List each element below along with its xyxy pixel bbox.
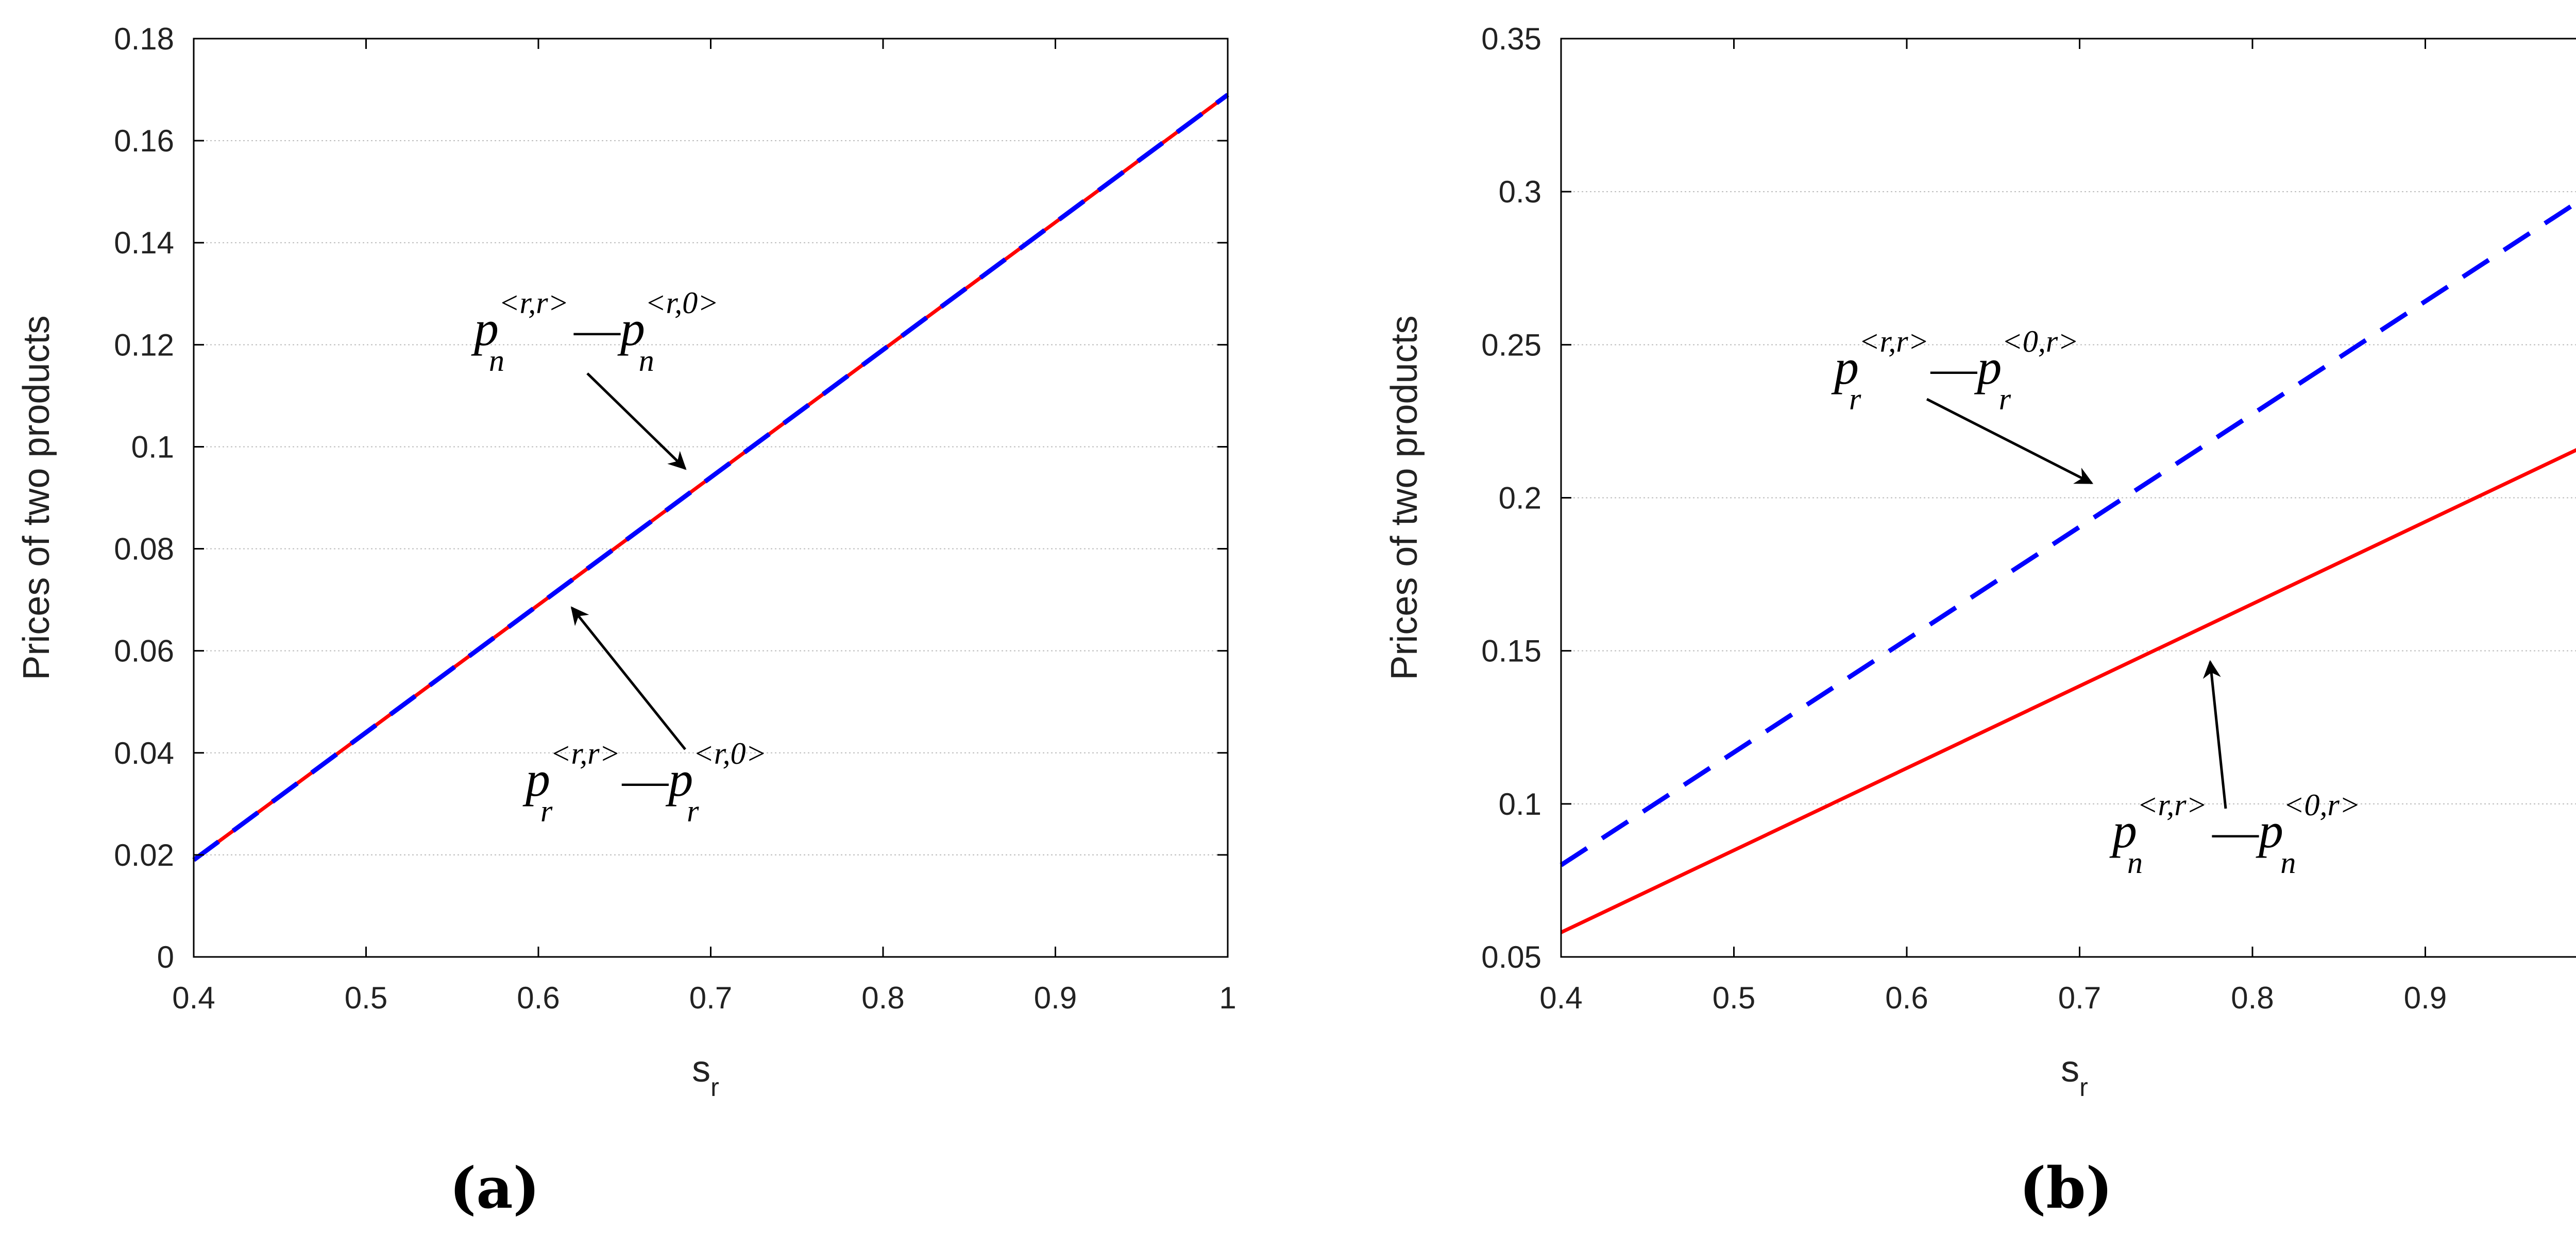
annotation-subscript: r — [540, 794, 553, 828]
annotation-subscript: n — [489, 344, 504, 378]
annotation-subscript: n — [2280, 846, 2296, 880]
y-tick-label: 0.14 — [114, 226, 174, 260]
x-tick-label: 0.4 — [1539, 981, 1582, 1015]
x-axis-label: sr — [692, 1049, 719, 1102]
y-axis-label: Prices of two products — [16, 315, 57, 680]
y-tick-label: 0.04 — [114, 736, 174, 770]
annotation-dash: — — [621, 755, 669, 806]
annotation-superscript: <0,r> — [2002, 324, 2078, 358]
annotation-arrow — [1926, 398, 2094, 485]
annotation-subscript: r — [687, 794, 699, 828]
annotation-term: p — [2256, 803, 2283, 858]
x-tick-label: 0.5 — [1713, 981, 1755, 1015]
annotation-subscript: n — [2127, 846, 2143, 880]
annotation-arrow — [2202, 660, 2227, 809]
x-axis-label-main: s — [2061, 1049, 2079, 1090]
annotation-term: p — [665, 751, 693, 807]
x-tick-label: 1 — [1219, 981, 1236, 1015]
annotation-superscript: <r,r> — [2137, 788, 2207, 822]
y-tick-label: 0 — [157, 940, 174, 974]
x-tick-label: 0.4 — [172, 981, 215, 1015]
y-tick-label: 0.1 — [131, 430, 174, 464]
panel-label: (b) — [2019, 1155, 2112, 1221]
annotation-0: p<r,r> r—p<0,r> r — [1831, 324, 2079, 416]
annotation-superscript: <0,r> — [2283, 788, 2360, 822]
annotation-term: p — [471, 301, 499, 356]
series-line-blue-dashed — [1560, 200, 2576, 867]
annotation-dash: — — [573, 304, 621, 355]
panel-label: (a) — [449, 1155, 539, 1221]
series-line-red-solid — [1560, 448, 2576, 934]
x-tick-label: 0.7 — [689, 981, 732, 1015]
annotation-superscript: <r,r> — [1859, 324, 1929, 358]
annotation-1: p<r,r> r—p<r,0> r — [522, 736, 767, 828]
x-tick-label: 0.9 — [1034, 981, 1077, 1015]
annotation-superscript: <r,0> — [693, 736, 767, 770]
y-tick-label: 0.25 — [1481, 328, 1541, 362]
x-tick-label: 0.5 — [345, 981, 387, 1015]
y-tick-label: 0.35 — [1481, 22, 1541, 56]
annotation-1: p<r,r> n—p<0,r> n — [2109, 788, 2360, 880]
annotation-subscript: r — [1849, 382, 1861, 416]
y-tick-label: 0.2 — [1499, 481, 1541, 516]
annotation-superscript: <r,r> — [550, 736, 620, 770]
annotation-arrow — [570, 606, 686, 750]
x-tick-label: 0.8 — [861, 981, 904, 1015]
y-tick-label: 0.02 — [114, 838, 174, 872]
annotation-term: p — [1974, 339, 2002, 395]
y-tick-label: 0.08 — [114, 532, 174, 567]
series-line-blue-dashed — [192, 93, 1229, 862]
annotation-arrow — [586, 372, 687, 470]
y-tick-label: 0.1 — [1499, 787, 1541, 821]
y-axis-label: Prices of two products — [1384, 315, 1425, 680]
x-tick-label: 0.8 — [2231, 981, 2274, 1015]
x-axis-label-sub: r — [2079, 1073, 2088, 1102]
chart-panel-b: 0.40.50.60.70.80.910.050.10.150.20.250.3… — [1384, 22, 2576, 1221]
y-tick-label: 0.12 — [114, 328, 174, 362]
annotation-dash: — — [2212, 807, 2259, 858]
x-axis-label-sub: r — [710, 1073, 719, 1102]
annotation-subscript: n — [639, 344, 654, 378]
x-axis-label: sr — [2061, 1049, 2088, 1102]
annotation-superscript: <r,r> — [499, 286, 569, 320]
annotation-term: p — [617, 301, 645, 356]
x-tick-label: 0.7 — [2058, 981, 2101, 1015]
annotation-term: p — [1831, 339, 1859, 395]
annotation-0: p<r,r> n—p<r,0> n — [471, 286, 719, 378]
plot-area — [194, 39, 1228, 957]
annotation-term: p — [522, 751, 550, 807]
y-tick-label: 0.06 — [114, 634, 174, 669]
y-tick-label: 0.18 — [114, 22, 174, 56]
x-axis-label-main: s — [692, 1049, 710, 1090]
y-tick-label: 0.05 — [1481, 940, 1541, 974]
x-tick-label: 0.6 — [1885, 981, 1928, 1015]
annotation-dash: — — [1930, 343, 1977, 394]
y-tick-label: 0.15 — [1481, 634, 1541, 669]
annotation-term: p — [2109, 803, 2137, 858]
y-tick-label: 0.3 — [1499, 175, 1541, 209]
annotation-superscript: <r,0> — [645, 286, 719, 320]
annotation-subscript: r — [1999, 382, 2011, 416]
chart-panel-a: 0.4 0.5 0.6 0.7 0.8 0.9 1 0 0.02 0.04 0.06 0.08 0.1 0… — [16, 22, 1236, 1221]
x-tick-label: 0.6 — [517, 981, 560, 1015]
x-tick-label: 0.9 — [2404, 981, 2447, 1015]
y-tick-label: 0.16 — [114, 124, 174, 158]
